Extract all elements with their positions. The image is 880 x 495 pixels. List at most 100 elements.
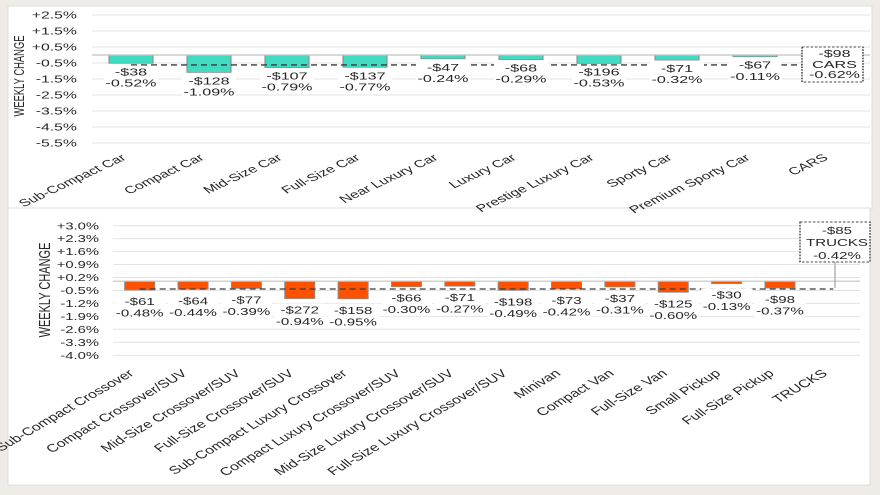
cars-chart-panel <box>7 5 873 210</box>
total-callout-box <box>801 46 864 83</box>
data-label-percent: -0.79% <box>261 81 312 93</box>
y-tick-label: +0.5% <box>32 41 77 53</box>
data-label-percent: -0.13% <box>703 300 751 312</box>
data-label: -$73-0.42% <box>541 293 593 319</box>
y-tick-label: -0.5% <box>60 285 99 296</box>
data-label-background <box>221 293 273 318</box>
data-label: -$64-0.44% <box>167 294 219 319</box>
y-tick-label: -4.0% <box>60 350 99 361</box>
y-tick-label: -1.5% <box>36 73 77 85</box>
y-tick-label: +1.5% <box>32 25 77 37</box>
y-tick-label: +0.2% <box>57 272 99 283</box>
data-label-dollar: -$73 <box>551 294 581 306</box>
data-label: -$107-0.79% <box>259 69 315 94</box>
data-label: -$158-0.95% <box>327 303 380 329</box>
total-percent-label: -0.62% <box>809 69 860 81</box>
data-label-dollar: -$98 <box>765 293 795 305</box>
data-label: -$37-0.31% <box>594 291 646 317</box>
data-label-background <box>571 65 627 90</box>
data-label: -$272-0.94% <box>274 303 326 328</box>
data-label-background <box>493 61 549 86</box>
trucks-chart-panel <box>7 207 871 486</box>
data-label-percent: -1.09% <box>183 86 234 98</box>
y-tick-label: -2.6% <box>60 324 99 335</box>
y-tick-label: -0.5% <box>36 57 77 69</box>
total-callout-box <box>799 221 871 263</box>
total-dollar-label: -$98 <box>818 48 850 60</box>
data-label: -$71-0.27% <box>434 291 486 316</box>
data-label-dollar: -$64 <box>178 295 208 307</box>
data-label-background <box>114 294 166 320</box>
data-label: -$137-0.77% <box>337 69 393 94</box>
data-label-percent: -0.24% <box>417 73 468 85</box>
bar <box>764 280 796 289</box>
bar <box>604 280 636 288</box>
y-tick-label: -3.3% <box>60 337 99 348</box>
data-label-dollar: -$71 <box>445 292 475 304</box>
data-label-background <box>259 69 315 94</box>
data-label-dollar: -$77 <box>231 294 261 306</box>
bar <box>390 280 422 288</box>
data-label-dollar: -$30 <box>712 289 742 301</box>
data-label-background <box>167 294 219 319</box>
data-label-background <box>327 303 380 329</box>
y-axis-title: WEEKLY CHANGE <box>11 35 28 116</box>
bar <box>444 280 476 287</box>
data-label-percent: -0.77% <box>339 81 390 93</box>
y-tick-label: -3.5% <box>36 105 77 117</box>
data-label-background <box>594 291 646 317</box>
data-label-background <box>274 303 326 328</box>
data-label: -$196-0.53% <box>571 65 627 90</box>
data-label: -$61-0.48% <box>114 294 166 320</box>
data-label-percent: -0.31% <box>596 304 644 316</box>
data-label-percent: -0.37% <box>756 305 804 317</box>
data-label-dollar: -$71 <box>661 63 693 75</box>
data-label-percent: -0.27% <box>436 303 484 315</box>
data-label-dollar: -$68 <box>505 62 537 74</box>
data-label-percent: -0.29% <box>495 73 546 85</box>
data-label-background <box>754 292 806 318</box>
data-label-percent: -0.95% <box>329 316 377 328</box>
bar <box>337 280 369 300</box>
data-label: -$38-0.52% <box>103 65 159 90</box>
data-label-dollar: -$47 <box>427 62 459 74</box>
bar <box>177 280 209 290</box>
data-label-dollar: -$61 <box>125 295 155 307</box>
data-label-percent: -0.60% <box>649 309 697 321</box>
data-label-percent: -0.48% <box>116 307 164 319</box>
bar <box>498 54 544 60</box>
data-label-background <box>415 61 471 85</box>
data-label-dollar: -$107 <box>266 70 307 82</box>
data-label-background <box>541 293 593 319</box>
data-label-dollar: -$158 <box>334 304 373 316</box>
data-label-background <box>103 65 159 90</box>
y-tick-label: +2.5% <box>32 9 77 21</box>
data-label: -$125-0.60% <box>647 297 700 322</box>
total-name-label: CARS <box>812 59 857 71</box>
data-label-percent: -0.42% <box>543 306 591 318</box>
y-tick-label: +3.0% <box>57 220 99 231</box>
data-label-percent: -0.30% <box>383 304 431 316</box>
data-label-dollar: -$137 <box>344 70 385 82</box>
bar <box>108 54 154 64</box>
bar <box>657 280 689 293</box>
data-label: -$30-0.13% <box>701 288 753 314</box>
bar <box>230 280 262 289</box>
data-label: -$77-0.39% <box>221 293 273 318</box>
total-dollar-label: -$85 <box>822 224 852 236</box>
data-label-background <box>337 69 393 94</box>
bar <box>654 54 700 61</box>
y-tick-label: -1.2% <box>60 298 99 309</box>
data-label: -$66-0.30% <box>381 291 433 317</box>
data-label-dollar: -$272 <box>280 304 319 316</box>
y-axis-title: WEEKLY CHANGE <box>36 243 53 338</box>
data-label-percent: -0.53% <box>573 77 624 89</box>
data-label-dollar: -$67 <box>739 60 771 72</box>
data-label-background <box>728 59 782 83</box>
data-label: -$68-0.29% <box>493 61 549 86</box>
data-label-background <box>381 291 433 317</box>
total-percent-label: -0.42% <box>813 249 861 261</box>
